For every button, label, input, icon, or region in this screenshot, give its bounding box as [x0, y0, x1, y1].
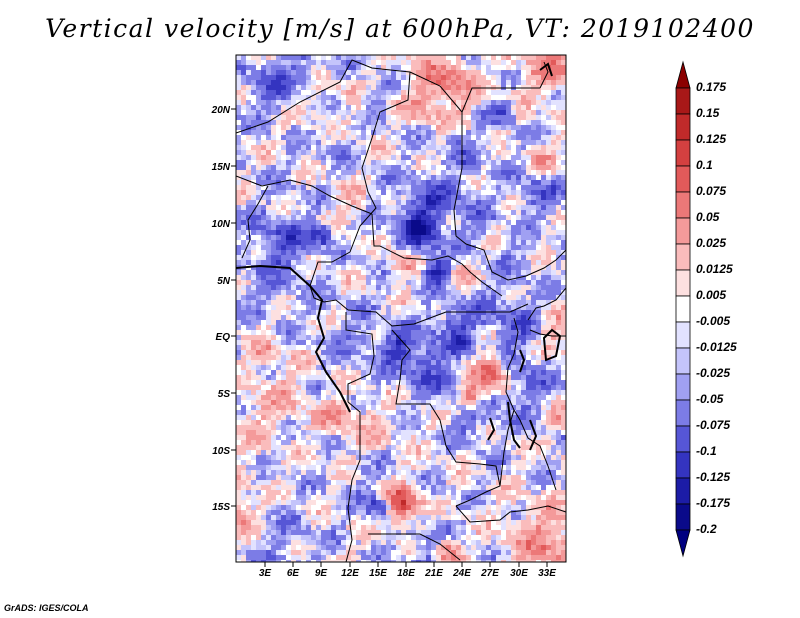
colorbar-cell: [675, 347, 691, 375]
colorbar-cell: [675, 321, 691, 349]
colorbar-cell: [675, 451, 691, 479]
colorbar-label: 0.125: [696, 132, 727, 146]
colorbar-cell: [675, 87, 691, 115]
colorbar-label: -0.025: [696, 366, 731, 380]
lon-label: 24E: [453, 568, 471, 579]
lat-label: 5N: [217, 276, 230, 287]
lon-label: 12E: [341, 568, 359, 579]
coastlines-and-lakes: [236, 62, 562, 451]
lon-label: 30E: [510, 568, 528, 579]
colorbar-cell: [675, 191, 691, 219]
colorbar-label: -0.175: [696, 496, 731, 510]
map-frame: [235, 54, 567, 563]
colorbar-label: 0.0125: [696, 262, 733, 276]
colorbar-label: 0.15: [696, 106, 720, 120]
velocity-field: [236, 55, 566, 562]
colorbar-label: -0.1: [696, 444, 717, 458]
colorbar-label: 0.025: [696, 236, 727, 250]
colorbar-label: 0.175: [696, 80, 727, 94]
axis-ticks: [231, 108, 548, 567]
lon-label: 18E: [397, 568, 415, 579]
colorbar-label: -0.075: [696, 418, 731, 432]
colorbar-cell: [675, 295, 691, 323]
colorbar-label: 0.075: [696, 184, 727, 198]
colorbar-cell: [675, 373, 691, 401]
lat-label: 15S: [212, 502, 230, 513]
colorbar-label: -0.05: [696, 392, 724, 406]
colorbar-cell: [675, 243, 691, 271]
lon-label: 9E: [314, 568, 328, 579]
colorbar-cell: [675, 529, 691, 558]
colorbar-cell: [675, 399, 691, 427]
lat-label: 10S: [212, 446, 230, 457]
lat-label: 15N: [211, 162, 230, 173]
colorbar-cell: [675, 269, 691, 297]
footer-credit: GrADS: IGES/COLA: [4, 603, 89, 613]
colorbar-label: 0.1: [696, 158, 713, 172]
lon-label: 15E: [369, 568, 387, 579]
colorbar-label: -0.125: [696, 470, 731, 484]
colorbar-label: -0.2: [696, 522, 717, 536]
colorbar-cell: [675, 165, 691, 193]
colorbar-cell: [675, 113, 691, 141]
colorbar-cell: [675, 477, 691, 505]
lon-label: 27E: [481, 568, 499, 579]
lon-label: 6E: [286, 568, 300, 579]
lon-label: 21E: [425, 568, 443, 579]
colorbar-label: -0.0125: [696, 340, 737, 354]
lat-label: EQ: [215, 332, 230, 343]
lat-label: 5S: [217, 389, 230, 400]
lat-label: 20N: [211, 105, 230, 116]
lon-label: 33E: [538, 568, 556, 579]
colorbar-cell: [675, 60, 691, 89]
colorbar-cell: [675, 503, 691, 531]
colorbar-cell: [675, 139, 691, 167]
map-title: Vertical velocity [m/s] at 600hPa, VT: 2…: [45, 14, 755, 43]
colorbar-label: 0.05: [696, 210, 720, 224]
colorbar-label: -0.005: [696, 314, 731, 328]
lat-label: 10N: [211, 219, 230, 230]
colorbar-cell: [675, 425, 691, 453]
colorbar-label: 0.005: [696, 288, 727, 302]
colorbar-cell: [675, 217, 691, 245]
lon-label: 3E: [258, 568, 272, 579]
